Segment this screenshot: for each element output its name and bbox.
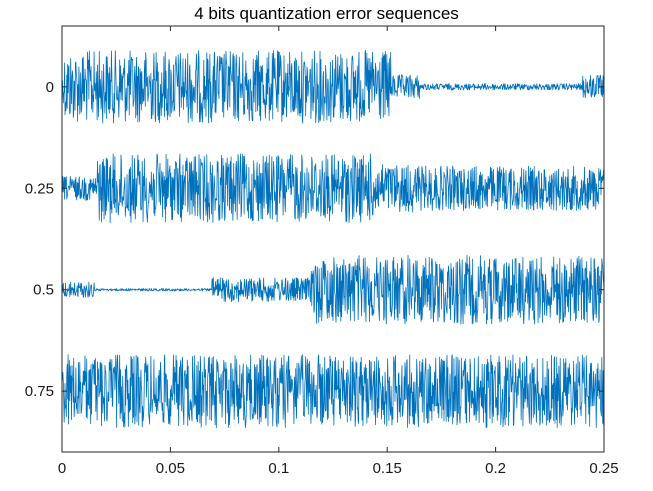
series-line-2 <box>61 254 605 325</box>
series-line-1 <box>61 153 605 224</box>
x-tick-label: 0.15 <box>373 460 402 477</box>
x-tick-label: 0.25 <box>589 460 618 477</box>
series-line-3 <box>61 354 605 429</box>
y-tick-label: 0.25 <box>25 180 54 197</box>
chart-title: 4 bits quantization error sequences <box>194 4 459 23</box>
x-tick-label: 0.05 <box>156 460 185 477</box>
x-tick-label: 0 <box>58 460 66 477</box>
series-line-0 <box>61 50 605 124</box>
y-tick-label: 0.5 <box>33 282 54 299</box>
x-tick-label: 0.2 <box>485 460 506 477</box>
y-tick-label: 0 <box>46 79 54 96</box>
y-tick-label: 0.75 <box>25 383 54 400</box>
x-tick-label: 0.1 <box>268 460 289 477</box>
axes-box <box>61 25 605 453</box>
